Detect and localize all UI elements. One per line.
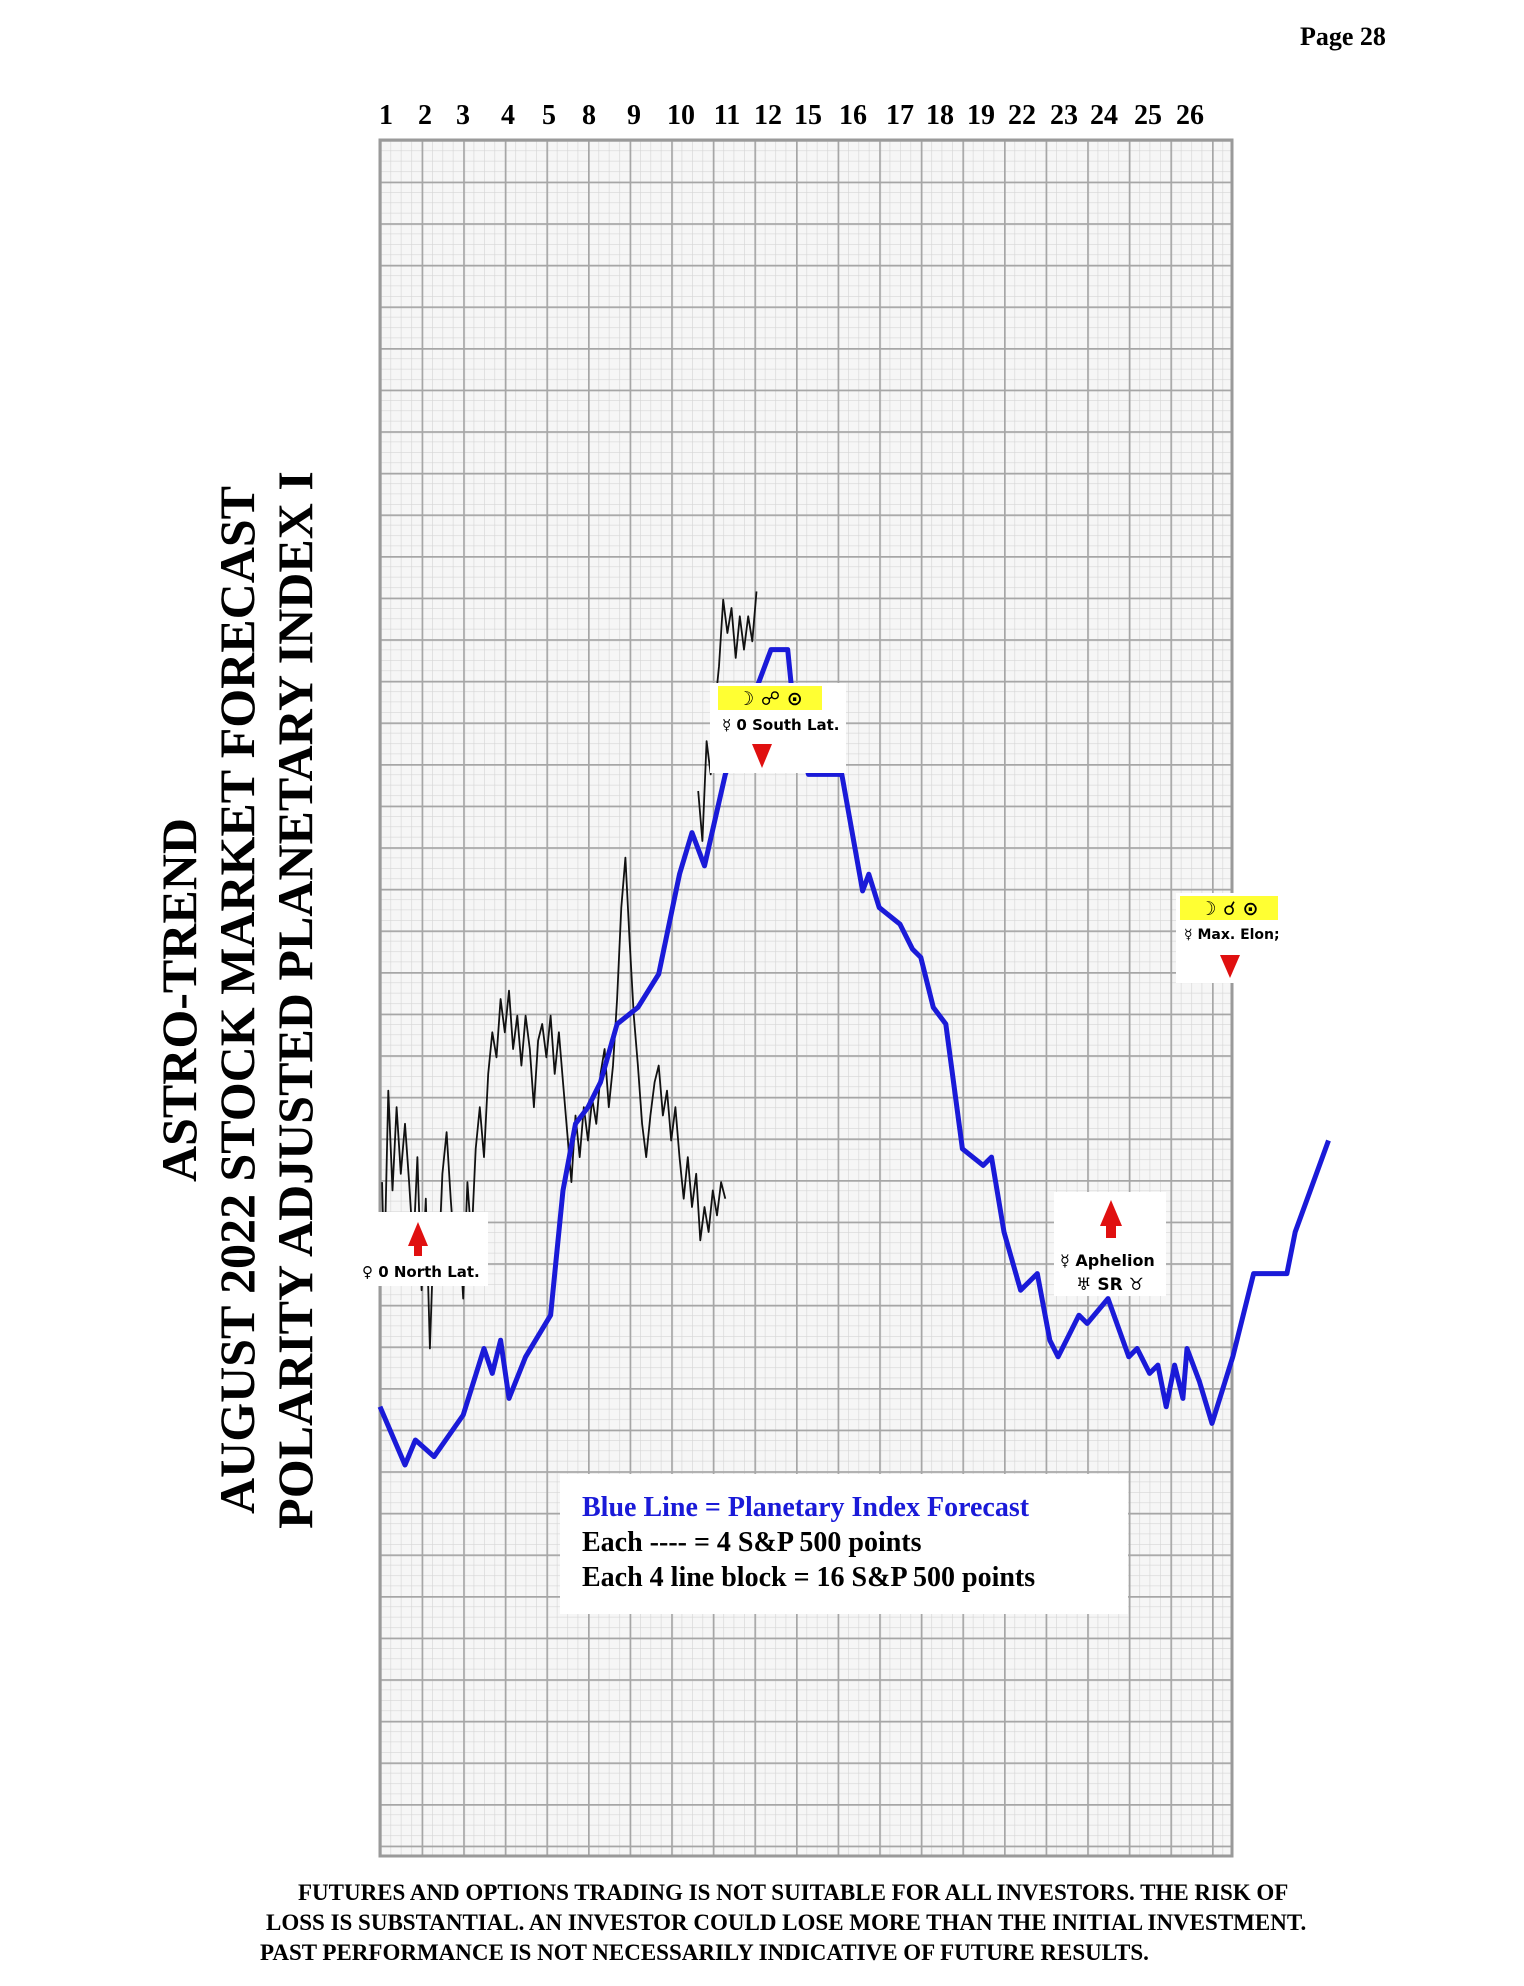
x-tick-label: 24 (1090, 100, 1118, 131)
annotation-max-elon-label: ☿ Max. Elon; (1184, 927, 1280, 943)
annotation-aphelion-glyphs: ♅ SR ♉ (1076, 1275, 1144, 1295)
annotation-south-lat-label: ☿ 0 South Lat. (722, 716, 840, 734)
grid (378, 138, 1234, 1858)
x-tick-label: 19 (967, 100, 995, 131)
x-tick-label: 8 (582, 100, 596, 131)
annotation-north-lat-label: ♀ 0 North Lat. (362, 1263, 480, 1281)
disclaimer-line-2: LOSS IS SUBSTANTIAL. AN INVESTOR COULD L… (266, 1910, 1307, 1935)
x-axis-tick-labels: 1 2 3 4 5 8 9 10 11 12 15 16 17 18 19 22 23 24 25 26 (379, 100, 1204, 131)
x-tick-label: 3 (456, 100, 470, 131)
series-price (697, 591, 758, 842)
x-tick-label: 9 (627, 100, 641, 131)
x-tick-label: 11 (714, 100, 740, 131)
arrow-down-icon (752, 744, 772, 768)
x-tick-label: 2 (418, 100, 432, 131)
x-tick-label: 10 (667, 100, 695, 131)
x-tick-label: 17 (886, 100, 914, 131)
annotation-south-lat-glyphs: ☽ ☍ ⊙ (737, 688, 802, 710)
disclaimer: FUTURES AND OPTIONS TRADING IS NOT SUITA… (260, 1878, 1500, 1968)
x-tick-label: 5 (542, 100, 556, 131)
arrow-up-icon (408, 1222, 428, 1246)
x-tick-label: 12 (754, 100, 782, 131)
disclaimer-line-1: FUTURES AND OPTIONS TRADING IS NOT SUITA… (298, 1880, 1289, 1905)
x-tick-label: 23 (1050, 100, 1078, 131)
annotation-max-elon: ☽ ☌ ⊙ ☿ Max. Elon; (1176, 893, 1280, 983)
annotation-south-lat: ☽ ☍ ⊙ ☿ 0 South Lat. (710, 683, 846, 773)
legend-line-3: Each 4 line block = 16 S&P 500 points (582, 1562, 1035, 1593)
x-tick-label: 26 (1176, 100, 1204, 131)
x-tick-label: 15 (794, 100, 822, 131)
x-tick-label: 4 (501, 100, 515, 131)
x-tick-label: 25 (1134, 100, 1162, 131)
annotation-aphelion: ☿ Aphelion ♅ SR ♉ (1054, 1192, 1166, 1296)
series-planetary-index-forecast (377, 647, 1331, 1468)
x-tick-label: 1 (379, 100, 393, 131)
legend: Blue Line = Planetary Index Forecast Eac… (560, 1474, 1128, 1614)
annotation-north-lat: ♀ 0 North Lat. (356, 1212, 488, 1286)
annotation-aphelion-label: ☿ Aphelion (1060, 1251, 1155, 1270)
x-tick-label: 22 (1008, 100, 1036, 131)
x-tick-label: 18 (926, 100, 954, 131)
legend-line-1: Blue Line = Planetary Index Forecast (582, 1492, 1030, 1523)
arrow-up-icon (1100, 1200, 1122, 1226)
page-number: Page 28 (1300, 22, 1386, 51)
legend-line-2: Each ---- = 4 S&P 500 points (582, 1527, 922, 1558)
x-tick-label: 16 (839, 100, 867, 131)
disclaimer-line-3: PAST PERFORMANCE IS NOT NECESSARILY INDI… (260, 1940, 1149, 1965)
annotation-max-elon-glyphs: ☽ ☌ ⊙ (1200, 898, 1259, 920)
arrow-down-icon (1220, 955, 1240, 978)
